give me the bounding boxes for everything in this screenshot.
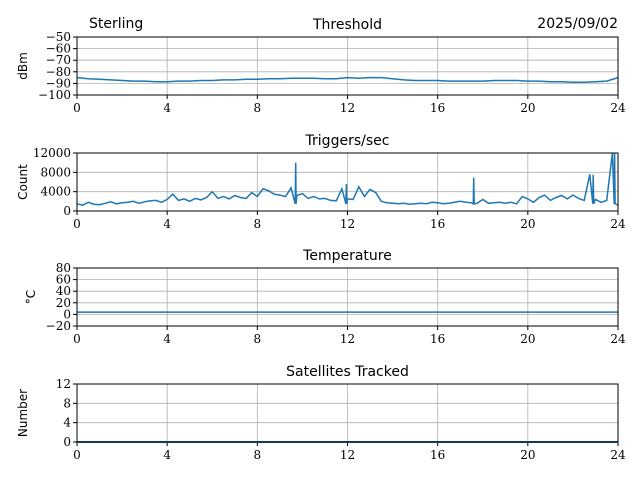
x-tick-label: 12 (340, 101, 355, 115)
y-tick-label: 8000 (40, 165, 71, 179)
y-tick-label: 12000 (33, 146, 71, 160)
panel-3: Satellites Tracked Number 0 4 8 12 16 20 24 0 4 8 12 (16, 364, 626, 462)
y-axis-label: dBm (16, 52, 30, 80)
x-tick-label: 24 (610, 332, 626, 346)
x-tick-label: 12 (340, 217, 355, 231)
y-tick-label: −50 (46, 30, 71, 44)
x-tick-label: 4 (163, 101, 171, 115)
x-tick-label: 8 (254, 332, 262, 346)
y-tick-label: −70 (46, 53, 71, 67)
y-axis-label: °C (24, 290, 38, 304)
y-tick-label: 80 (56, 261, 71, 275)
y-tick-label: 0 (63, 204, 71, 218)
x-tick-label: 8 (254, 448, 262, 462)
y-axis-label: Number (16, 389, 30, 437)
x-tick-label: 4 (163, 332, 171, 346)
x-tick-label: 24 (610, 217, 626, 231)
plot-frame (76, 152, 619, 212)
x-tick-label: 20 (520, 101, 535, 115)
panel-title: Threshold (312, 17, 382, 33)
plot-frame (76, 267, 619, 327)
x-tick-label: 20 (520, 448, 535, 462)
panel-title: Triggers/sec (305, 133, 390, 149)
x-tick-label: 8 (254, 101, 262, 115)
x-tick-label: 16 (430, 101, 445, 115)
panel-1: Triggers/sec Count 0 4 8 12 16 20 24 0 4000 8000 120… (16, 133, 626, 231)
y-tick-label: −80 (46, 65, 71, 79)
x-tick-label: 20 (520, 332, 535, 346)
plot-frame (76, 36, 619, 96)
plot-frame (76, 383, 619, 443)
y-axis-label: Count (16, 164, 30, 200)
series-line (76, 76, 619, 83)
series-line (76, 152, 619, 206)
y-tick-label: −90 (46, 76, 71, 90)
x-tick-label: 16 (430, 332, 445, 346)
x-tick-label: 8 (254, 217, 262, 231)
x-tick-label: 4 (163, 448, 171, 462)
panel-0: Threshold dBm 0 4 8 12 16 20 24 −100−90−80−70−60−… (16, 17, 626, 115)
y-tick-label: 12 (56, 377, 71, 391)
date-label: 2025/09/02 (537, 16, 618, 32)
x-tick-label: 24 (610, 101, 626, 115)
y-tick-label: 0 (63, 435, 71, 449)
x-tick-label: 12 (340, 332, 355, 346)
x-tick-label: 20 (520, 217, 535, 231)
y-tick-label: 60 (56, 273, 71, 287)
x-tick-label: 0 (73, 217, 81, 231)
x-tick-label: 24 (610, 448, 626, 462)
y-tick-label: 4 (63, 416, 71, 430)
y-tick-label: 8 (63, 396, 71, 410)
y-tick-label: 20 (56, 296, 71, 310)
y-tick-label: −60 (46, 42, 71, 56)
y-tick-label: −20 (46, 319, 71, 333)
station-label: Sterling (89, 16, 143, 32)
x-tick-label: 0 (73, 332, 81, 346)
y-tick-label: 4000 (40, 185, 71, 199)
y-tick-label: 40 (56, 284, 71, 298)
panel-title: Temperature (302, 248, 392, 264)
y-tick-label: 0 (63, 307, 71, 321)
x-tick-label: 16 (430, 217, 445, 231)
y-tick-label: −100 (38, 88, 71, 102)
x-tick-label: 0 (73, 448, 81, 462)
x-tick-label: 4 (163, 217, 171, 231)
x-tick-label: 0 (73, 101, 81, 115)
panel-title: Satellites Tracked (286, 364, 409, 380)
x-tick-label: 16 (430, 448, 445, 462)
x-tick-label: 12 (340, 448, 355, 462)
